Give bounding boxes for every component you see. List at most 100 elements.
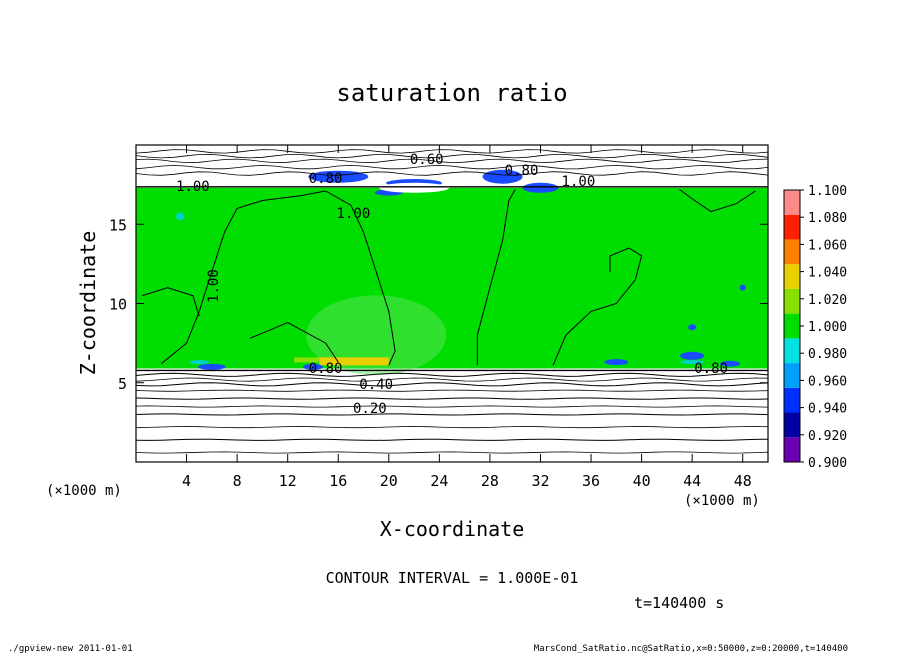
x-axis-label: X-coordinate: [380, 517, 525, 541]
contour-label: 0.80: [694, 361, 728, 377]
contour-line: [136, 413, 768, 416]
y-tick-label: 10: [109, 296, 127, 314]
x-tick-label: 8: [233, 472, 242, 490]
colorbar-swatch: [784, 190, 800, 215]
contour-label: 1.00: [562, 174, 596, 190]
x-tick-label: 24: [430, 472, 448, 490]
field-patch-blue: [522, 182, 559, 193]
x-tick-label: 12: [279, 472, 297, 490]
colorbar-swatch: [784, 338, 800, 364]
colorbar: 0.900 0.920 0.940 0.960 0.980 1.000 1.020 1.040…: [783, 184, 847, 471]
field-layer: 0.60 0.80 0.80 1.00 1.00 1.00 1.00 0.80 0.80 0.40…: [136, 149, 768, 454]
field-patch-blue: [604, 359, 629, 366]
field-patch-lime: [294, 357, 320, 363]
contour-label: 1.00: [337, 206, 371, 222]
contour-line-1-00: [679, 188, 756, 213]
contour-label: 0.80: [309, 361, 343, 377]
contour-line: [136, 153, 768, 159]
colorbar-label: 1.100: [808, 184, 847, 199]
colorbar-label: 0.920: [808, 429, 847, 444]
contour-interval-note: CONTOUR INTERVAL = 1.000E-01: [326, 569, 579, 587]
contour-line: [136, 451, 768, 454]
contour-line: [136, 171, 768, 176]
contour-line-1-00: [142, 287, 200, 317]
contour-line: [136, 405, 768, 408]
contour-line: [136, 158, 768, 164]
contour-label: 0.20: [353, 401, 387, 417]
x-tick-label: 44: [683, 472, 701, 490]
field-patch-cyan: [680, 360, 705, 365]
contour-label: 1.00: [206, 269, 222, 303]
colorbar-swatch: [784, 214, 800, 240]
contour-line-1-00: [552, 247, 643, 366]
contour-line-1-00: [160, 190, 396, 366]
saturated-region: [136, 187, 768, 369]
colorbar-swatch: [784, 412, 800, 438]
colorbar-label: 0.960: [808, 374, 847, 389]
colorbar-label: 0.980: [808, 347, 847, 362]
field-patch-blue: [482, 169, 523, 184]
colorbar-swatch: [784, 313, 800, 339]
colorbar-swatch: [784, 288, 800, 314]
contour-line: [136, 389, 768, 392]
footer-right: MarsCond_SatRatio.nc@SatRatio,x=0:50000,…: [534, 644, 848, 654]
colorbar-swatch: [784, 264, 800, 289]
colorbar-label: 0.940: [808, 402, 847, 417]
contour-line-1-00: [476, 189, 516, 366]
field-patch-blue: [720, 360, 741, 367]
contour-line: [136, 149, 768, 154]
field-patch-cyan: [176, 212, 185, 221]
field-patch-blue: [739, 284, 746, 291]
x-tick-label: 28: [481, 472, 499, 490]
colorbar-swatch: [784, 437, 800, 462]
y-axis-ticks: 5 10 15: [109, 216, 768, 393]
contour-line: [136, 377, 768, 382]
x-axis-unit: (×1000 m): [684, 493, 760, 509]
x-tick-label: 36: [582, 472, 600, 490]
footer-left: ./gpview-new 2011-01-01: [8, 644, 133, 654]
x-tick-label: 40: [633, 472, 651, 490]
contour-line: [136, 382, 768, 387]
colorbar-label: 1.000: [808, 320, 847, 335]
colorbar-label: 1.060: [808, 238, 847, 253]
contour-line-1-00: [249, 321, 339, 363]
field-patch-blue: [197, 363, 226, 370]
x-axis-ticks: 4 8 12 16 20 24 28 32 36 40 44 48: [182, 145, 752, 490]
colorbar-swatch: [784, 387, 800, 413]
y-axis-unit: (×1000 m): [46, 483, 122, 499]
y-axis-label: Z-coordinate: [76, 231, 100, 376]
field-patch-cyan: [189, 360, 210, 365]
colorbar-swatch: [784, 239, 800, 265]
contour-label: 0.80: [505, 163, 539, 179]
field-patch-blue: [302, 363, 323, 370]
colorbar-label: 1.020: [808, 293, 847, 308]
contour-label: 0.80: [309, 171, 343, 187]
field-patch-blue: [688, 324, 697, 331]
colorbar-swatch: [784, 363, 800, 388]
contour-line: [136, 426, 768, 429]
colorbar-label: 1.080: [808, 211, 847, 226]
field-patch-yellow: [319, 357, 389, 366]
x-tick-label: 32: [531, 472, 549, 490]
contour-label: 0.60: [410, 152, 444, 168]
field-patch-white: [379, 182, 450, 193]
contour-label: 1.00: [176, 179, 210, 195]
contour-line: [136, 372, 768, 377]
contour-label: 0.40: [359, 377, 393, 393]
colorbar-label: 0.900: [808, 456, 847, 471]
contour-line: [136, 438, 768, 441]
x-tick-label: 4: [182, 472, 191, 490]
field-patch: [306, 295, 447, 376]
x-tick-label: 48: [734, 472, 752, 490]
field-patch-blue: [680, 351, 705, 360]
colorbar-label: 1.040: [808, 266, 847, 281]
chart-title: saturation ratio: [336, 79, 567, 107]
plot-area: 0.60 0.80 0.80 1.00 1.00 1.00 1.00 0.80 0.80 0.40…: [136, 149, 768, 454]
time-label: t=140400 s: [634, 594, 724, 612]
x-tick-label: 20: [380, 472, 398, 490]
y-tick-label: 15: [109, 216, 127, 234]
contour-line: [136, 397, 768, 400]
y-tick-label: 5: [118, 375, 127, 393]
x-tick-label: 16: [329, 472, 347, 490]
